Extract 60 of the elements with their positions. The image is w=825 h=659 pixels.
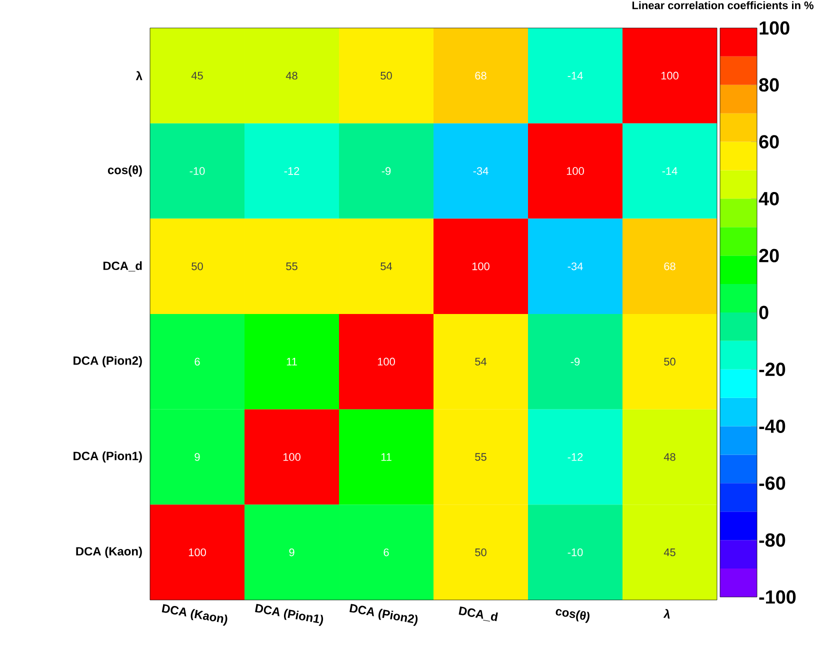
data-label: 6	[384, 548, 389, 556]
data-label: 48	[664, 453, 676, 461]
data-label: 100	[188, 548, 206, 556]
data-label: 100	[472, 262, 490, 270]
data-label: 48	[286, 72, 298, 80]
data-label: -14	[662, 167, 678, 175]
y-tick-label: DCA (Pion1)	[74, 451, 142, 463]
x-tick-label: λ	[663, 609, 670, 619]
data-label: 68	[664, 262, 676, 270]
data-label: -14	[568, 72, 583, 80]
data-label: 68	[475, 72, 486, 80]
data-label: 11	[381, 453, 392, 461]
data-label: 55	[475, 453, 486, 461]
color-bar-label: 60	[759, 135, 779, 148]
data-label: 50	[192, 262, 203, 270]
data-label: -34	[473, 167, 488, 175]
x-tick-label: DCA_d	[458, 606, 498, 622]
data-label: 50	[664, 358, 676, 366]
color-bar-label: -100	[759, 590, 796, 604]
y-tick-label: DCA (Kaon)	[76, 546, 142, 558]
color-bar-label: 40	[758, 192, 779, 206]
data-label: 100	[661, 72, 678, 80]
chart-title: Linear correlation coefficients in %	[632, 1, 814, 10]
color-bar-label: 20	[759, 248, 779, 262]
data-label: 45	[664, 548, 676, 556]
y-tick-label: λ	[136, 71, 142, 80]
data-label: 11	[286, 358, 297, 366]
data-label: 50	[475, 548, 486, 556]
data-label: -12	[284, 167, 300, 175]
x-tick-label: DCA (Pion2)	[350, 604, 418, 626]
x-tick-label: DCA (Pion1)	[255, 604, 324, 626]
color-bar-label: 80	[759, 78, 779, 92]
data-label: -12	[568, 453, 583, 461]
data-label: 54	[475, 358, 487, 366]
color-bar-label: -40	[759, 420, 786, 433]
data-label: -9	[570, 358, 580, 366]
x-tick-label: DCA (Kaon)	[162, 604, 228, 626]
y-tick-label: DCA (Pion2)	[74, 356, 142, 368]
y-tick-label: cos(θ)	[108, 165, 142, 177]
x-tick-label: cos(θ)	[556, 609, 590, 623]
data-label: -9	[382, 167, 391, 175]
color-bar-label: 0	[759, 306, 768, 320]
data-label: 55	[286, 262, 298, 270]
data-label: 45	[191, 72, 203, 80]
data-label: 50	[380, 72, 392, 80]
y-tick-label: DCA_d	[103, 261, 142, 272]
data-label: -10	[568, 548, 583, 556]
color-bar-label: -20	[759, 362, 786, 376]
color-bar-label: -60	[759, 476, 786, 490]
data-label: 100	[378, 358, 395, 366]
data-label: 100	[566, 167, 584, 175]
data-label: -10	[190, 167, 205, 175]
data-label: 9	[194, 453, 200, 461]
color-bar-label: -80	[759, 533, 786, 547]
color-bar-label: 100	[760, 21, 790, 35]
data-label: 9	[289, 548, 294, 556]
data-label: -34	[568, 262, 583, 270]
data-label: 54	[380, 262, 392, 270]
data-label: 6	[194, 358, 200, 366]
data-label: 100	[283, 453, 300, 461]
